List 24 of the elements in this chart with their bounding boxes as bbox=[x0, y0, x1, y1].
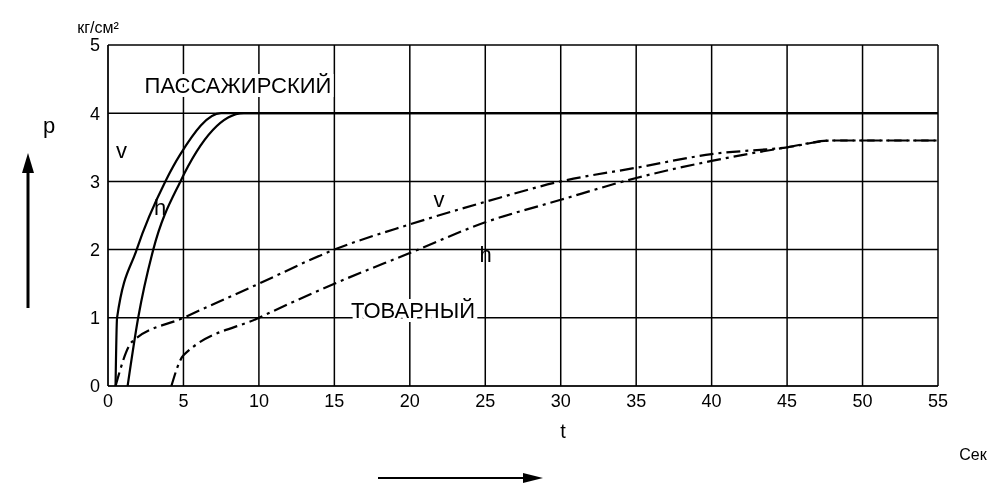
x-tick-label: 30 bbox=[550, 390, 571, 411]
x-tick-label: 20 bbox=[399, 390, 420, 411]
x-tick-label: 40 bbox=[701, 390, 722, 411]
y-tick-label: 3 bbox=[89, 171, 100, 192]
x-tick-label: 45 bbox=[777, 390, 798, 411]
y-tick-label: 4 bbox=[89, 103, 100, 124]
y-tick-label: 5 bbox=[89, 35, 100, 56]
text: кг/см² bbox=[77, 19, 120, 36]
x-tick-label: 35 bbox=[626, 390, 647, 411]
y-tick-label: 0 bbox=[89, 376, 100, 397]
y-tick-label: 2 bbox=[89, 239, 100, 260]
x-tick-label: 10 bbox=[248, 390, 269, 411]
x-tick-label: 55 bbox=[927, 390, 949, 411]
x-tick-label: 25 bbox=[475, 390, 496, 411]
text: Сек bbox=[959, 446, 988, 463]
x-tick-label: 0 bbox=[102, 390, 114, 411]
x-tick-label: 50 bbox=[852, 390, 873, 411]
series-label: v bbox=[433, 186, 445, 212]
x-axis-title: t bbox=[560, 420, 567, 442]
x-tick-label: 5 bbox=[178, 390, 189, 411]
x-tick-label: 15 bbox=[324, 390, 345, 411]
y-tick-label: 1 bbox=[89, 308, 100, 329]
y-axis-title: p bbox=[43, 113, 56, 139]
series-label: v bbox=[115, 138, 127, 164]
